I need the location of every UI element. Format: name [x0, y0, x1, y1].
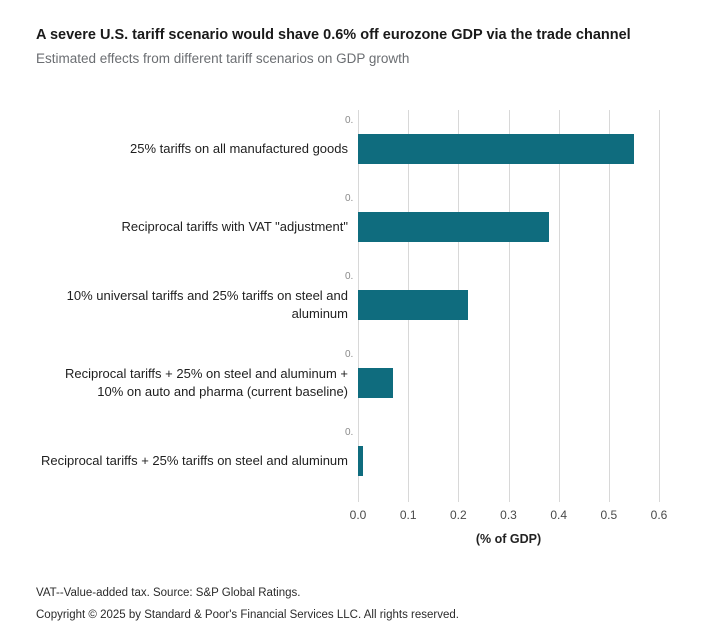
bar-track: 0.: [345, 422, 659, 500]
chart-footer: VAT--Value-added tax. Source: S&P Global…: [36, 583, 459, 627]
chart-subtitle: Estimated effects from different tariff …: [36, 50, 410, 66]
bar-track: 0.: [345, 344, 659, 422]
bar-row: Reciprocal tariffs + 25% on steel and al…: [36, 344, 673, 422]
bar-track: 0.: [345, 266, 659, 344]
row-zero-label: 0.: [345, 426, 354, 438]
x-tick-label: 0.2: [449, 507, 467, 522]
row-zero-label: 0.: [345, 270, 354, 282]
category-label: Reciprocal tariffs + 25% on steel and al…: [64, 366, 348, 399]
footnote-copyright: Copyright © 2025 by Standard & Poor's Fi…: [36, 609, 459, 622]
bar-row: 10% universal tariffs and 25% tariffs on…: [36, 266, 673, 344]
x-tick-label: 0.6: [650, 507, 668, 522]
x-tick-label: 0.0: [349, 507, 367, 522]
x-axis: 0.0 0.1 0.2 0.3 0.4 0.5 0.6: [350, 507, 668, 526]
x-tick-label: 0.5: [600, 507, 618, 522]
category-label: Reciprocal tariffs with VAT "adjustment": [121, 218, 348, 234]
category-label: 10% universal tariffs and 25% tariffs on…: [66, 288, 348, 321]
x-tick-label: 0.4: [550, 507, 567, 522]
row-zero-label: 0.: [345, 348, 354, 360]
bar-row: 25% tariffs on all manufactured goods 0.: [36, 110, 673, 188]
x-axis-label: (% of GDP): [475, 531, 542, 546]
row-zero-label: 0.: [345, 192, 354, 204]
bar: [358, 289, 469, 320]
bar-row: Reciprocal tariffs with VAT "adjustment"…: [36, 188, 673, 266]
bar: [358, 367, 394, 398]
bar-chart: 25% tariffs on all manufactured goods 0. R…: [36, 109, 673, 550]
category-label: Reciprocal tariffs + 25% tariffs on stee…: [41, 452, 348, 468]
bar-rows: 25% tariffs on all manufactured goods 0. R…: [36, 110, 673, 500]
x-tick-label: 0.1: [399, 507, 417, 522]
bar: [358, 445, 364, 476]
bar-row: Reciprocal tariffs + 25% tariffs on stee…: [36, 422, 673, 500]
row-zero-label: 0.: [345, 114, 354, 126]
x-tick-label: 0.3: [500, 507, 517, 522]
chart-title: A severe U.S. tariff scenario would shav…: [36, 27, 631, 43]
bar: [358, 133, 634, 164]
bar-track: 0.: [345, 188, 659, 266]
bar: [358, 211, 549, 242]
category-label: 25% tariffs on all manufactured goods: [129, 140, 348, 156]
footnote-source: VAT--Value-added tax. Source: S&P Global…: [36, 587, 301, 600]
bar-track: 0.: [345, 110, 659, 188]
